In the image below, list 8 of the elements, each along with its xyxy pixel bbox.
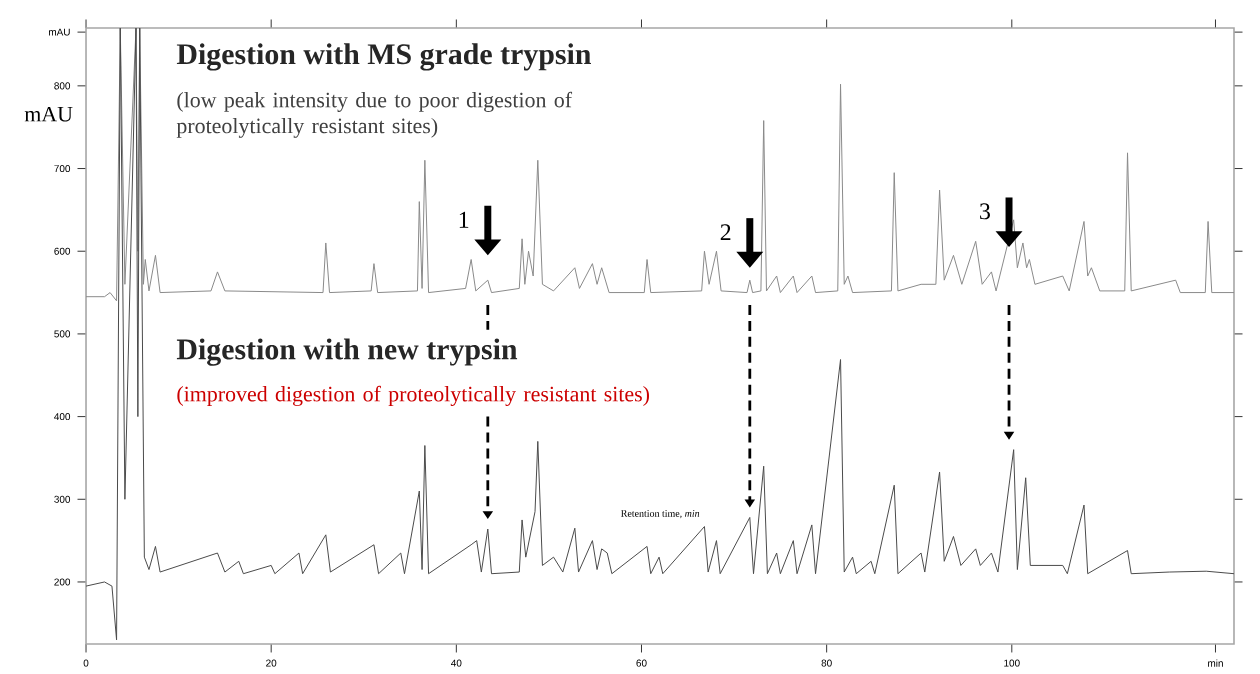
- line-series: [86, 28, 1234, 641]
- series-label: Digestion with new trypsin: [176, 338, 518, 367]
- annotation: 2: [720, 224, 731, 241]
- annotation: (improved digestion of proteolytically resistant sites): [177, 386, 650, 407]
- annotation: 1: [459, 212, 469, 228]
- series-label: Digestion with MS grade trypsin: [176, 43, 591, 71]
- annotation: (low peak intensity due to poor digestion of proteolytically resistant sites): [176, 92, 573, 139]
- annotation: 3: [980, 203, 990, 220]
